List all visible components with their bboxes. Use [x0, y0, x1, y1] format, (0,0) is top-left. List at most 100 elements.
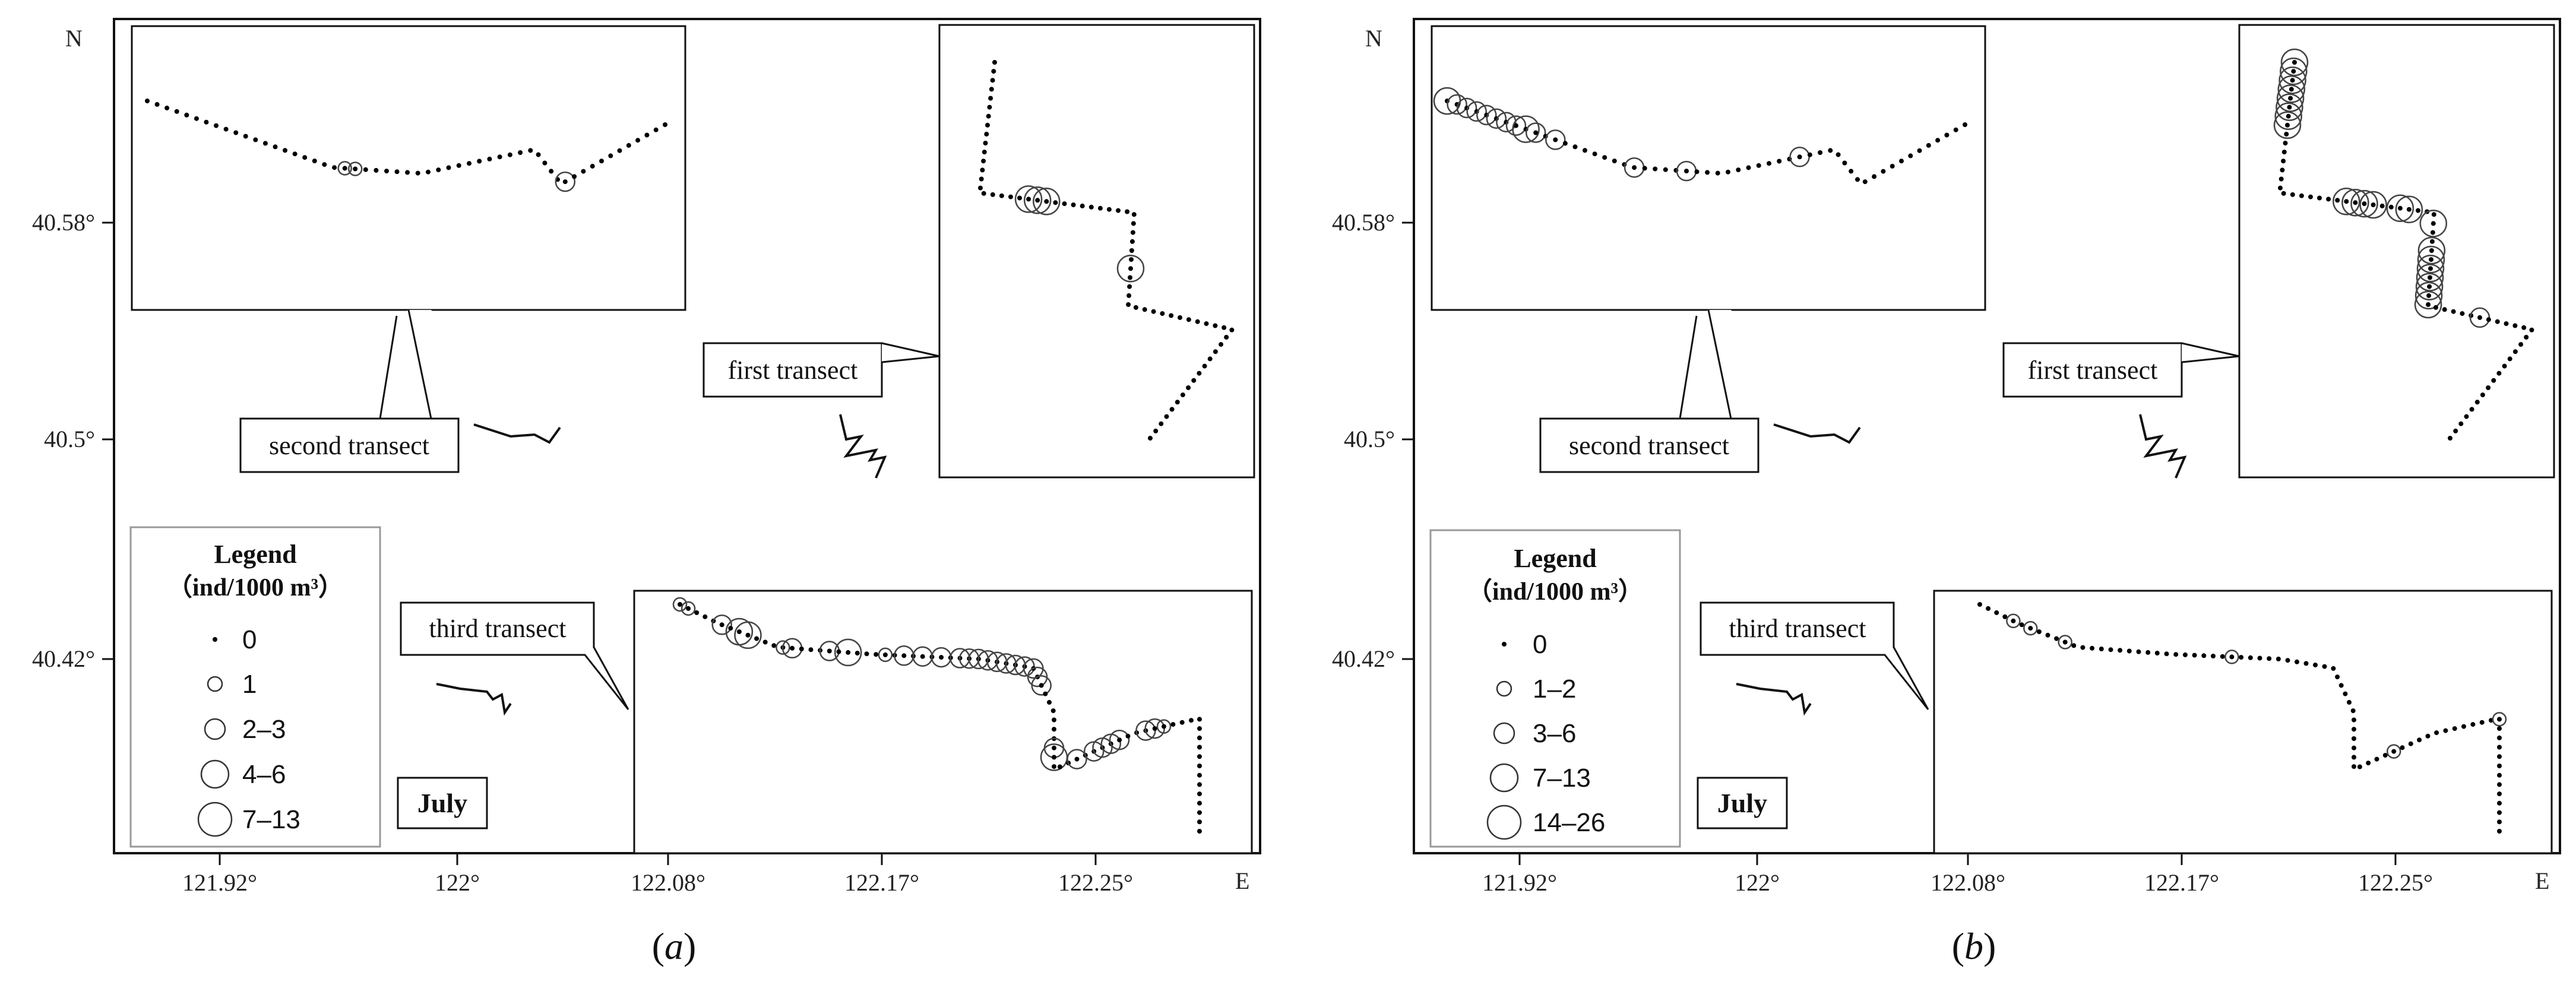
station-dot — [1189, 718, 1194, 723]
month-label: July — [1717, 788, 1767, 818]
station-dot — [2430, 230, 2435, 235]
station-dot — [1207, 356, 1213, 362]
station-dot — [984, 131, 989, 137]
station-abundance-circle — [1109, 729, 1130, 750]
station-dot — [1583, 148, 1587, 153]
station-dot — [1162, 724, 1166, 729]
station-dot — [1986, 606, 1991, 611]
station-dot — [1017, 195, 1022, 201]
station-dot — [1828, 148, 1833, 153]
station-dot — [1074, 756, 1080, 762]
east-label: E — [2535, 867, 2549, 894]
station-dot — [1756, 163, 1761, 168]
station-dot — [990, 192, 995, 197]
station-dot — [1221, 325, 1227, 330]
station-dot — [1125, 209, 1130, 214]
station-dot — [1080, 203, 1085, 208]
station-dot — [2192, 653, 2197, 658]
station-dot — [719, 622, 724, 628]
station-dot — [2353, 200, 2358, 205]
legend-class-label: 7–13 — [1533, 764, 1591, 793]
station-abundance-circle — [2492, 712, 2507, 727]
station-dot — [2071, 643, 2077, 648]
station-dot — [590, 163, 595, 169]
station-dot — [2448, 436, 2452, 441]
station-dot — [2443, 728, 2448, 733]
station-dot — [2371, 202, 2376, 207]
station-dot — [991, 69, 996, 74]
station-dot — [1197, 819, 1202, 825]
station-dot — [1195, 319, 1200, 324]
station-dot — [901, 653, 907, 658]
y-axis-ticks: 40.58° 40.5° 40.42° — [1332, 209, 1414, 672]
legend-unit: （ind/1000 m³） — [167, 574, 343, 601]
station-dot — [874, 652, 879, 657]
station-dot — [2182, 652, 2188, 657]
callout-third-transect: third transect — [1700, 601, 1929, 710]
station-abundance-circle — [776, 640, 790, 655]
first-transect-label: first transect — [2028, 356, 2158, 385]
station-dot — [2464, 414, 2469, 419]
station-dot — [1229, 327, 1235, 332]
station-dot — [2248, 655, 2253, 660]
station-dot — [2374, 756, 2379, 762]
station-dot — [981, 191, 986, 196]
third-transect-label: third transect — [1729, 614, 1866, 643]
station-dot — [1052, 727, 1056, 732]
station-dot — [2118, 648, 2123, 653]
station-dot — [1142, 307, 1147, 312]
station-dot — [1944, 132, 1950, 138]
station-dot — [1197, 726, 1202, 731]
station-dot — [1612, 159, 1617, 164]
station-dot — [982, 150, 987, 155]
callout-third-transect: third transect — [400, 601, 629, 710]
station-dot — [426, 169, 431, 175]
station-dot — [2090, 645, 2095, 651]
station-abundance-circle — [1447, 94, 1467, 115]
station-dot — [864, 651, 869, 657]
station-dot — [1224, 335, 1229, 340]
legend-class-label: 0 — [242, 625, 257, 654]
station-dot — [2442, 307, 2447, 312]
station-dot — [446, 165, 451, 170]
station-dot — [2497, 754, 2502, 759]
station-dot — [2313, 663, 2318, 667]
station-dot — [799, 647, 804, 651]
station-dot — [1807, 152, 1812, 157]
station-dot — [204, 119, 209, 125]
station-dot — [2164, 651, 2169, 657]
station-dot — [2229, 654, 2235, 660]
station-abundance-circle — [2006, 613, 2021, 629]
station-dot — [2002, 614, 2008, 619]
station-dot — [1164, 414, 1169, 419]
station-dot — [1180, 392, 1185, 398]
station-dot — [1106, 207, 1112, 212]
second-transect-label: second transect — [1569, 431, 1729, 460]
station-dot — [2281, 150, 2287, 155]
station-dot — [436, 167, 441, 173]
station-abundance-circle — [2274, 102, 2302, 130]
station-dot — [2497, 717, 2502, 722]
station-dot — [292, 151, 298, 157]
station-dot — [827, 648, 832, 654]
station-dot — [771, 643, 777, 648]
legend: Legend （ind/1000 m³） 0 1 2–3 4–6 7–13 — [129, 526, 381, 848]
station-dot — [1653, 166, 1658, 172]
station-dot — [2382, 753, 2388, 758]
station-dot — [762, 639, 768, 645]
station-dot — [2479, 720, 2485, 725]
station-abundance-circle — [1116, 255, 1145, 283]
station-dot — [2343, 691, 2348, 696]
x-tick-label: 122° — [435, 869, 480, 896]
station-dot — [2019, 622, 2024, 628]
station-dot — [2486, 385, 2491, 390]
station-dot — [702, 614, 708, 619]
station-dot — [983, 141, 988, 145]
station-dot — [980, 167, 985, 173]
station-dot — [456, 163, 461, 168]
station-dot — [2257, 655, 2262, 661]
station-abundance-circle — [681, 601, 696, 616]
station-abundance-circle — [1033, 188, 1061, 216]
station-dot — [2497, 782, 2502, 787]
station-dot — [2495, 319, 2500, 324]
